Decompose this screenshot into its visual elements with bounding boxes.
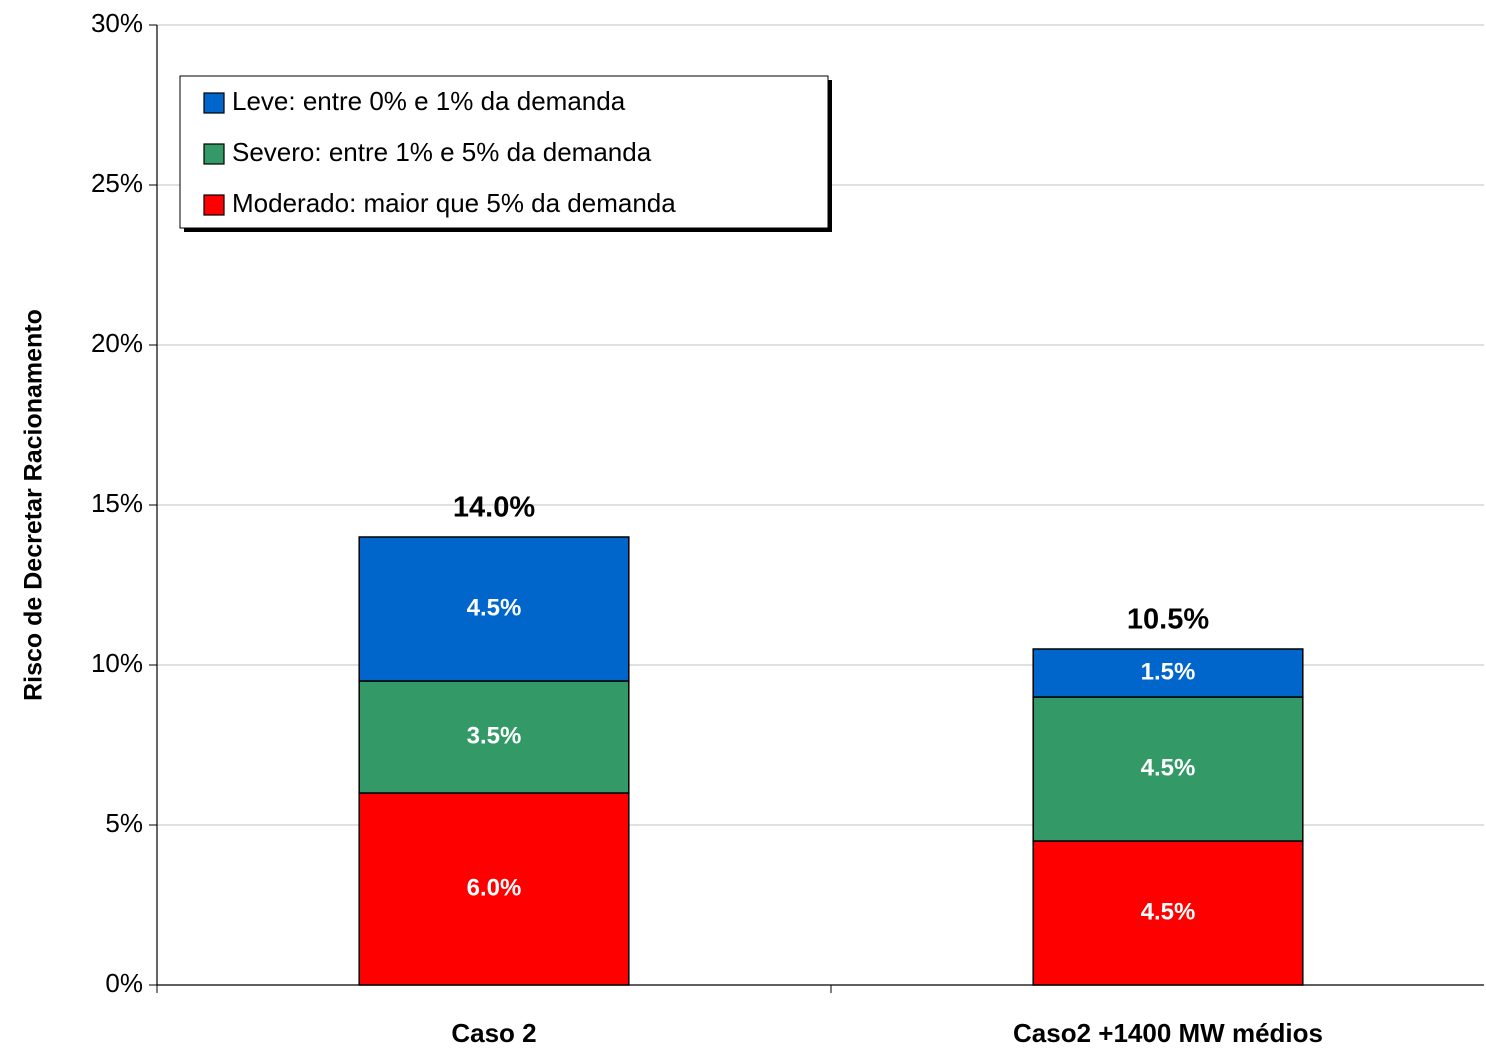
y-tick-label: 25% — [91, 168, 143, 198]
total-label: 10.5% — [1127, 604, 1209, 636]
legend-label: Moderado: maior que 5% da demanda — [232, 188, 676, 218]
legend-swatch — [203, 92, 225, 114]
y-tick-label: 20% — [91, 328, 143, 358]
bar-segment — [1032, 696, 1304, 842]
bar-segment — [358, 536, 630, 682]
value-label: 6.0% — [467, 874, 522, 901]
total-label: 14.0% — [453, 492, 535, 524]
y-tick-label: 5% — [105, 808, 143, 838]
legend-label: Leve: entre 0% e 1% da demanda — [232, 86, 626, 116]
value-label: 4.5% — [1141, 754, 1196, 781]
y-tick-label: 15% — [91, 488, 143, 518]
y-tick-label: 30% — [91, 8, 143, 38]
y-tick-label: 10% — [91, 648, 143, 678]
legend-label: Severo: entre 1% e 5% da demanda — [232, 137, 652, 167]
value-label: 4.5% — [467, 594, 522, 621]
x-tick-label: Caso2 +1400 MW médios — [1013, 1018, 1323, 1048]
y-axis-label: Risco de Decretar Racionamento — [20, 309, 48, 701]
bar-segment — [1032, 840, 1304, 986]
bar-segment — [1032, 648, 1304, 698]
value-label: 3.5% — [467, 722, 522, 749]
y-tick-label: 0% — [105, 968, 143, 998]
value-label: 4.5% — [1141, 898, 1196, 925]
x-tick-label: Caso 2 — [451, 1018, 536, 1048]
value-label: 1.5% — [1141, 658, 1196, 685]
legend-swatch — [203, 143, 225, 165]
legend — [179, 75, 829, 229]
legend-swatch — [203, 194, 225, 216]
